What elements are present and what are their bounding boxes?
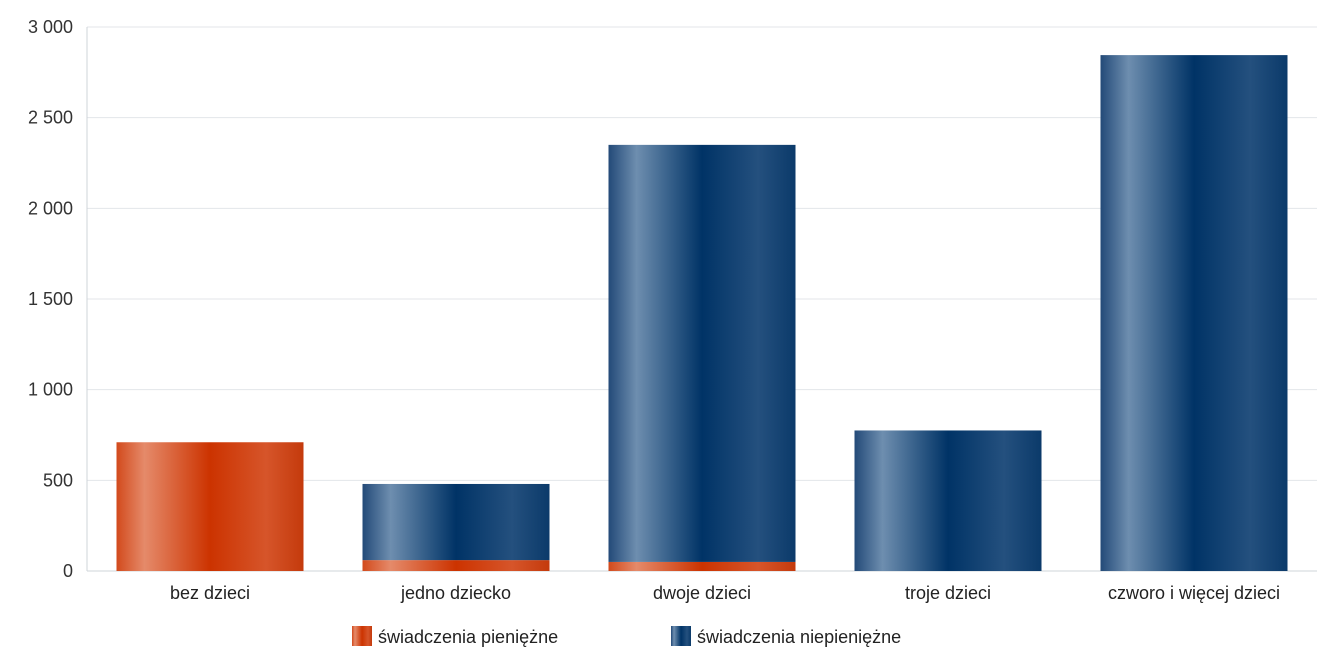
- y-tick-label: 1 000: [28, 380, 73, 400]
- legend-swatch-niepieniezne: [671, 626, 691, 646]
- bar-niepieniezne-1: [362, 483, 550, 561]
- legend-label-pieniezne: świadczenia pieniężne: [378, 627, 558, 647]
- legend-swatch-pieniezne: [352, 626, 372, 646]
- x-category-label: czworo i więcej dzieci: [1108, 583, 1280, 603]
- bar-pieniezne-1: [362, 560, 550, 571]
- bar-niepieniezne-2: [608, 144, 796, 562]
- y-tick-label: 3 000: [28, 17, 73, 37]
- y-tick-label: 2 000: [28, 198, 73, 218]
- x-category-label: jedno dziecko: [400, 583, 511, 603]
- x-category-labels: bez dzieci jedno dziecko dwoje dzieci troje…: [170, 583, 1280, 603]
- bar-niepieniezne-4: [1100, 55, 1288, 571]
- bars: [116, 55, 1288, 571]
- x-category-label: troje dzieci: [905, 583, 991, 603]
- legend: świadczenia pieniężne świadczenia niepien…: [352, 626, 901, 647]
- bar-pieniezne-2: [608, 561, 796, 571]
- y-tick-label: 500: [43, 470, 73, 490]
- x-category-label: dwoje dzieci: [653, 583, 751, 603]
- y-tick-label: 0: [63, 561, 73, 581]
- bar-pieniezne-0: [116, 442, 304, 571]
- y-tick-label: 2 500: [28, 108, 73, 128]
- y-tick-label: 1 500: [28, 289, 73, 309]
- x-category-label: bez dzieci: [170, 583, 250, 603]
- legend-label-niepieniezne: świadczenia niepieniężne: [697, 627, 901, 647]
- bar-niepieniezne-3: [854, 430, 1042, 571]
- y-tick-labels: 0 500 1 000 1 500 2 000 2 500 3 000: [28, 17, 73, 581]
